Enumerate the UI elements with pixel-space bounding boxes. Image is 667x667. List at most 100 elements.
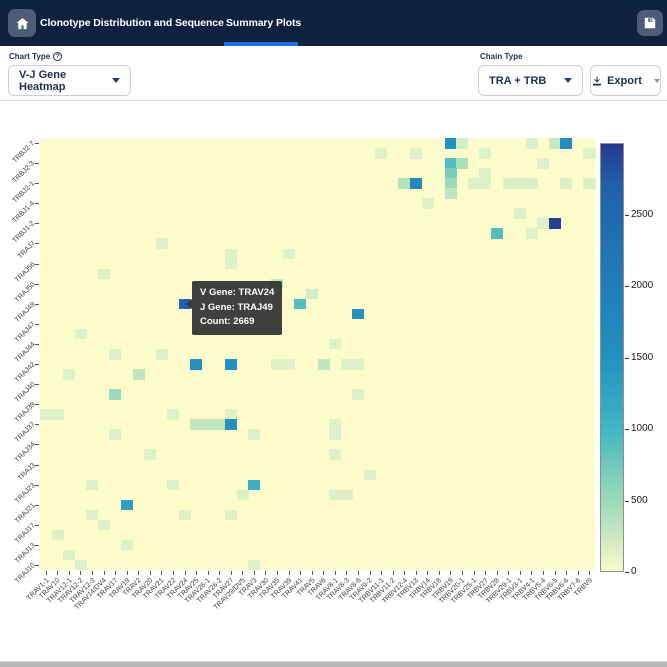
heatmap-cell[interactable] bbox=[97, 519, 110, 531]
heatmap-cell[interactable] bbox=[525, 138, 538, 149]
heatmap-cell[interactable] bbox=[167, 479, 180, 491]
tab-summary-plots[interactable]: Summary Plots bbox=[226, 0, 301, 46]
heatmap-cell[interactable] bbox=[444, 168, 457, 179]
tab-clonotype-distribution[interactable]: Clonotype Distribution and Sequence bbox=[40, 0, 224, 46]
heatmap-cell[interactable] bbox=[479, 178, 492, 189]
heatmap-cell[interactable] bbox=[583, 148, 596, 159]
heatmap-cell[interactable] bbox=[271, 359, 284, 370]
heatmap-cell[interactable] bbox=[479, 168, 492, 179]
heatmap-cell[interactable] bbox=[537, 218, 550, 229]
heatmap-cell[interactable] bbox=[560, 178, 573, 189]
heatmap-cell[interactable] bbox=[329, 449, 342, 460]
heatmap-cell[interactable] bbox=[51, 529, 64, 541]
heatmap-cell[interactable] bbox=[305, 288, 318, 300]
heatmap-cell[interactable] bbox=[456, 158, 469, 169]
heatmap-cell[interactable] bbox=[190, 359, 203, 370]
heatmap-cell[interactable] bbox=[86, 509, 99, 521]
heatmap-cell[interactable] bbox=[340, 489, 353, 501]
heatmap-cell[interactable] bbox=[155, 348, 168, 360]
heatmap-cell[interactable] bbox=[225, 509, 238, 521]
heatmap-cell[interactable] bbox=[63, 549, 76, 561]
heatmap-cell[interactable] bbox=[63, 369, 76, 380]
heatmap-cell[interactable] bbox=[225, 419, 238, 430]
heatmap-cell[interactable] bbox=[363, 469, 376, 481]
chevron-down-icon bbox=[564, 78, 572, 83]
horizontal-scrollbar[interactable] bbox=[0, 661, 667, 667]
heatmap-cell[interactable] bbox=[525, 228, 538, 239]
heatmap-cell[interactable] bbox=[225, 359, 238, 370]
chart-type-dropdown[interactable]: V-J Gene Heatmap bbox=[8, 65, 131, 96]
heatmap-cell[interactable] bbox=[410, 148, 423, 159]
heatmap-cell[interactable] bbox=[282, 248, 295, 260]
heatmap-cell[interactable] bbox=[109, 348, 122, 360]
heatmap-cell[interactable] bbox=[398, 178, 411, 189]
heatmap-cell[interactable] bbox=[155, 238, 168, 249]
heatmap-cell[interactable] bbox=[444, 178, 457, 189]
heatmap-cell[interactable] bbox=[421, 198, 434, 209]
heatmap-cell[interactable] bbox=[248, 559, 261, 571]
heatmap-cell[interactable] bbox=[74, 559, 87, 571]
heatmap-cell[interactable] bbox=[560, 138, 573, 149]
heatmap-cell[interactable] bbox=[248, 429, 261, 440]
heatmap-cell[interactable] bbox=[479, 148, 492, 159]
heatmap-cell[interactable] bbox=[213, 419, 226, 430]
heatmap-cell[interactable] bbox=[444, 158, 457, 169]
x-axis-tick bbox=[253, 571, 255, 575]
help-icon[interactable]: ? bbox=[53, 52, 63, 61]
heatmap-cell[interactable] bbox=[502, 178, 515, 189]
heatmap-cell[interactable] bbox=[583, 178, 596, 189]
heatmap-cell[interactable] bbox=[317, 359, 330, 370]
heatmap-cell[interactable] bbox=[514, 178, 527, 189]
heatmap-cell[interactable] bbox=[74, 328, 87, 340]
heatmap-cell[interactable] bbox=[444, 188, 457, 199]
heatmap-cell[interactable] bbox=[167, 409, 180, 420]
heatmap-cell[interactable] bbox=[109, 429, 122, 440]
chevron-down-icon bbox=[112, 78, 120, 83]
heatmap-cell[interactable] bbox=[340, 359, 353, 370]
heatmap-cell[interactable] bbox=[40, 409, 53, 420]
heatmap-cell[interactable] bbox=[467, 178, 480, 189]
heatmap-cell[interactable] bbox=[120, 539, 133, 551]
heatmap-cell[interactable] bbox=[120, 499, 133, 511]
heatmap-cell[interactable] bbox=[444, 138, 457, 149]
heatmap-cell[interactable] bbox=[144, 449, 157, 460]
heatmap-cell[interactable] bbox=[352, 308, 365, 320]
heatmap-cell[interactable] bbox=[51, 409, 64, 420]
heatmap-cell[interactable] bbox=[456, 138, 469, 149]
y-axis-tick bbox=[35, 203, 39, 205]
heatmap-cell[interactable] bbox=[86, 479, 99, 491]
heatmap-cell[interactable] bbox=[201, 419, 214, 430]
home-button[interactable] bbox=[8, 9, 36, 37]
heatmap-cell[interactable] bbox=[109, 389, 122, 400]
heatmap-cell[interactable] bbox=[525, 178, 538, 189]
heatmap-cell[interactable] bbox=[548, 218, 561, 229]
heatmap-cell[interactable] bbox=[329, 429, 342, 440]
heatmap-cell[interactable] bbox=[490, 228, 503, 239]
heatmap-cell[interactable] bbox=[537, 158, 550, 169]
heatmap-cell[interactable] bbox=[132, 369, 145, 380]
heatmap-cell[interactable] bbox=[352, 359, 365, 370]
heatmap-cell[interactable] bbox=[190, 419, 203, 430]
chain-type-dropdown[interactable]: TRA + TRB bbox=[478, 65, 583, 96]
heatmap-cell[interactable] bbox=[410, 178, 423, 189]
heatmap-cell[interactable] bbox=[294, 298, 307, 310]
heatmap-cell[interactable] bbox=[548, 138, 561, 149]
heatmap-cell[interactable] bbox=[225, 409, 238, 420]
heatmap-cell[interactable] bbox=[514, 208, 527, 219]
heatmap-cell[interactable] bbox=[352, 389, 365, 400]
save-button[interactable] bbox=[637, 10, 663, 36]
export-button[interactable]: Export bbox=[590, 65, 661, 96]
heatmap-cell[interactable] bbox=[225, 248, 238, 260]
heatmap-cell[interactable] bbox=[375, 148, 388, 159]
heatmap-cell[interactable] bbox=[248, 479, 261, 491]
heatmap-cell[interactable] bbox=[329, 489, 342, 501]
heatmap-cell[interactable] bbox=[225, 258, 238, 270]
heatmap-cell[interactable] bbox=[177, 297, 192, 311]
heatmap-cell[interactable] bbox=[329, 419, 342, 430]
heatmap-cell[interactable] bbox=[178, 509, 191, 521]
heatmap-cell[interactable] bbox=[329, 338, 342, 350]
colorbar-tick bbox=[625, 429, 629, 430]
heatmap-cell[interactable] bbox=[282, 359, 295, 370]
heatmap-cell[interactable] bbox=[236, 489, 249, 501]
heatmap-cell[interactable] bbox=[97, 268, 110, 280]
